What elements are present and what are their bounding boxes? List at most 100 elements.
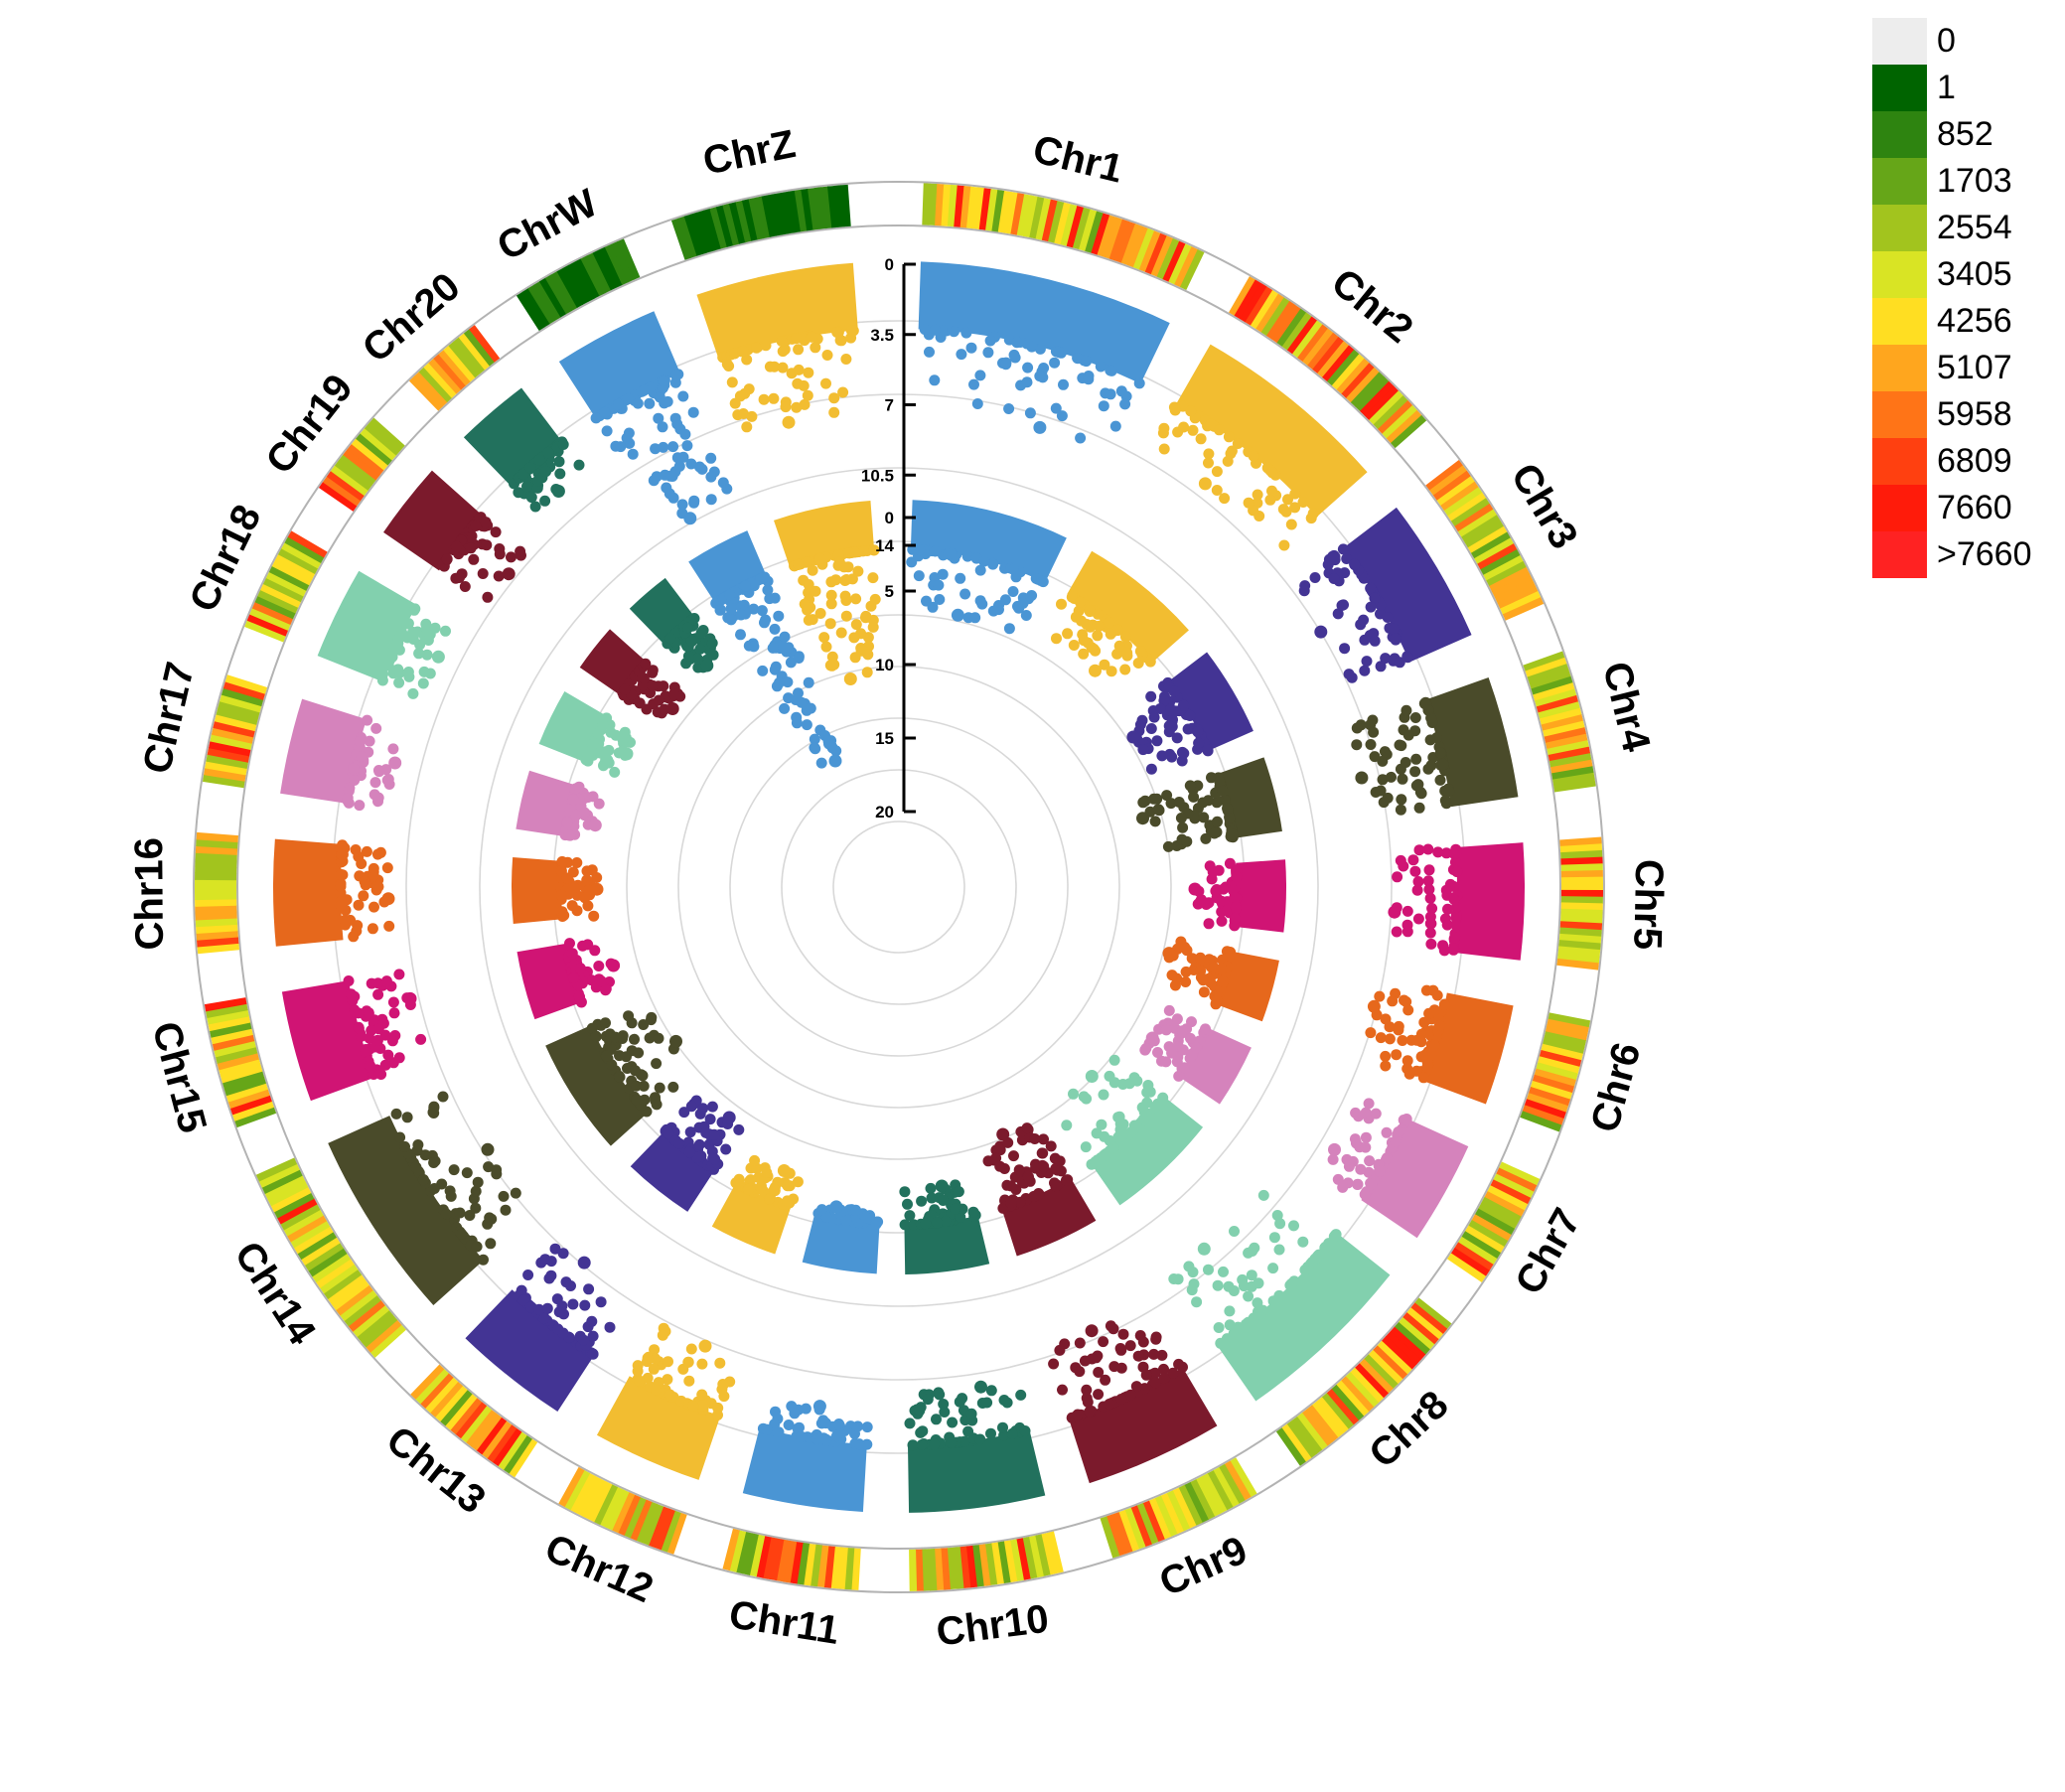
snp-peak-point (722, 1111, 736, 1124)
density-cell (1035, 198, 1052, 240)
snp-point (1051, 633, 1062, 645)
density-cell (1560, 889, 1603, 898)
legend-swatch (1872, 158, 1927, 205)
density-cell (343, 448, 380, 481)
snp-point (1358, 614, 1370, 626)
snp-point (670, 370, 682, 381)
snp-point (1196, 894, 1207, 906)
snp-point (566, 948, 578, 960)
snp-point (1412, 876, 1424, 887)
density-cell (1350, 372, 1385, 407)
snp-point (850, 593, 862, 605)
density-cell (498, 1431, 527, 1470)
snp-point (614, 1071, 626, 1083)
snp-point (623, 1010, 635, 1022)
snp-point (1106, 365, 1117, 376)
snp-point (654, 1082, 665, 1094)
density-cell (1545, 1025, 1588, 1042)
density-cell (1560, 849, 1603, 859)
snp-point (1034, 343, 1046, 355)
density-cell (1028, 1535, 1044, 1578)
density-cell (1484, 1191, 1525, 1218)
density-cell (1174, 246, 1199, 288)
snp-point (538, 1312, 550, 1324)
snp-point (1341, 553, 1353, 564)
density-cell (1440, 481, 1479, 512)
snp-point (1309, 572, 1321, 583)
snp-point (464, 1210, 476, 1221)
snp-point (1098, 400, 1109, 412)
density-cell (1355, 376, 1390, 412)
snp-point (780, 401, 792, 413)
snp-point (545, 1256, 557, 1268)
chr-block-Chr3 (1342, 507, 1472, 663)
snp-point (782, 676, 794, 688)
density-cell (330, 465, 369, 497)
snp-point (1158, 1363, 1169, 1375)
density-cell (1281, 1423, 1312, 1462)
snp-point (1157, 1092, 1169, 1104)
density-cell (661, 1510, 681, 1553)
snp-point (764, 1193, 775, 1205)
snp-point (793, 653, 805, 664)
snp-point (1037, 576, 1049, 588)
snp-point (1364, 1155, 1376, 1167)
snp-point (771, 1425, 783, 1437)
snp-point (1144, 1086, 1156, 1098)
snp-point (768, 392, 780, 404)
snp-point (371, 848, 383, 860)
snp-point (644, 397, 656, 409)
snp-point (1391, 1049, 1402, 1061)
density-cell (207, 1009, 249, 1025)
snp-point (799, 398, 811, 410)
grid-ring (626, 614, 1172, 1160)
snp-point (762, 584, 774, 596)
density-cell (1398, 1317, 1435, 1350)
snp-point (1198, 986, 1210, 998)
snp-point (1398, 860, 1409, 872)
snp-point (484, 1212, 496, 1224)
snp-point (1185, 1032, 1196, 1044)
snp-point (638, 1019, 650, 1030)
snp-point (1392, 871, 1403, 883)
snp-point (629, 1033, 640, 1045)
density-cell (823, 1546, 835, 1588)
snp-point (769, 623, 781, 635)
snp-point (735, 629, 746, 641)
snp-point (1186, 1284, 1198, 1296)
snp-point (609, 766, 621, 778)
snp-point (1431, 989, 1443, 1001)
snp-point (806, 331, 817, 343)
density-cell (318, 481, 358, 512)
chr-block-Chr13 (630, 1130, 715, 1212)
density-cell (1331, 1384, 1365, 1421)
snp-point (481, 539, 493, 551)
snp-point (370, 722, 382, 734)
snp-point (482, 591, 494, 603)
snp-point (1098, 1149, 1109, 1161)
density-cell (413, 371, 448, 407)
density-cell (636, 1501, 659, 1544)
snp-point (354, 735, 366, 747)
snp-point (1148, 711, 1160, 723)
snp-point (563, 829, 575, 841)
snp-point (1443, 786, 1455, 798)
snp-point (401, 1112, 413, 1123)
snp-peak-point (951, 608, 964, 622)
density-cell (599, 1486, 624, 1528)
snp-point (914, 1405, 926, 1417)
snp-point (671, 452, 683, 464)
snp-peak-point (431, 650, 445, 664)
snp-point (1350, 1107, 1362, 1119)
density-cell (224, 674, 268, 694)
snp-point (1152, 1047, 1163, 1058)
snp-point (779, 702, 791, 714)
snp-point (1223, 1280, 1235, 1292)
snp-point (825, 589, 837, 601)
snp-point (767, 642, 779, 654)
density-cell (1524, 1099, 1566, 1120)
snp-point (815, 757, 827, 769)
snp-point (1243, 497, 1254, 509)
density-cell (1525, 657, 1567, 677)
density-cell (419, 1373, 454, 1409)
